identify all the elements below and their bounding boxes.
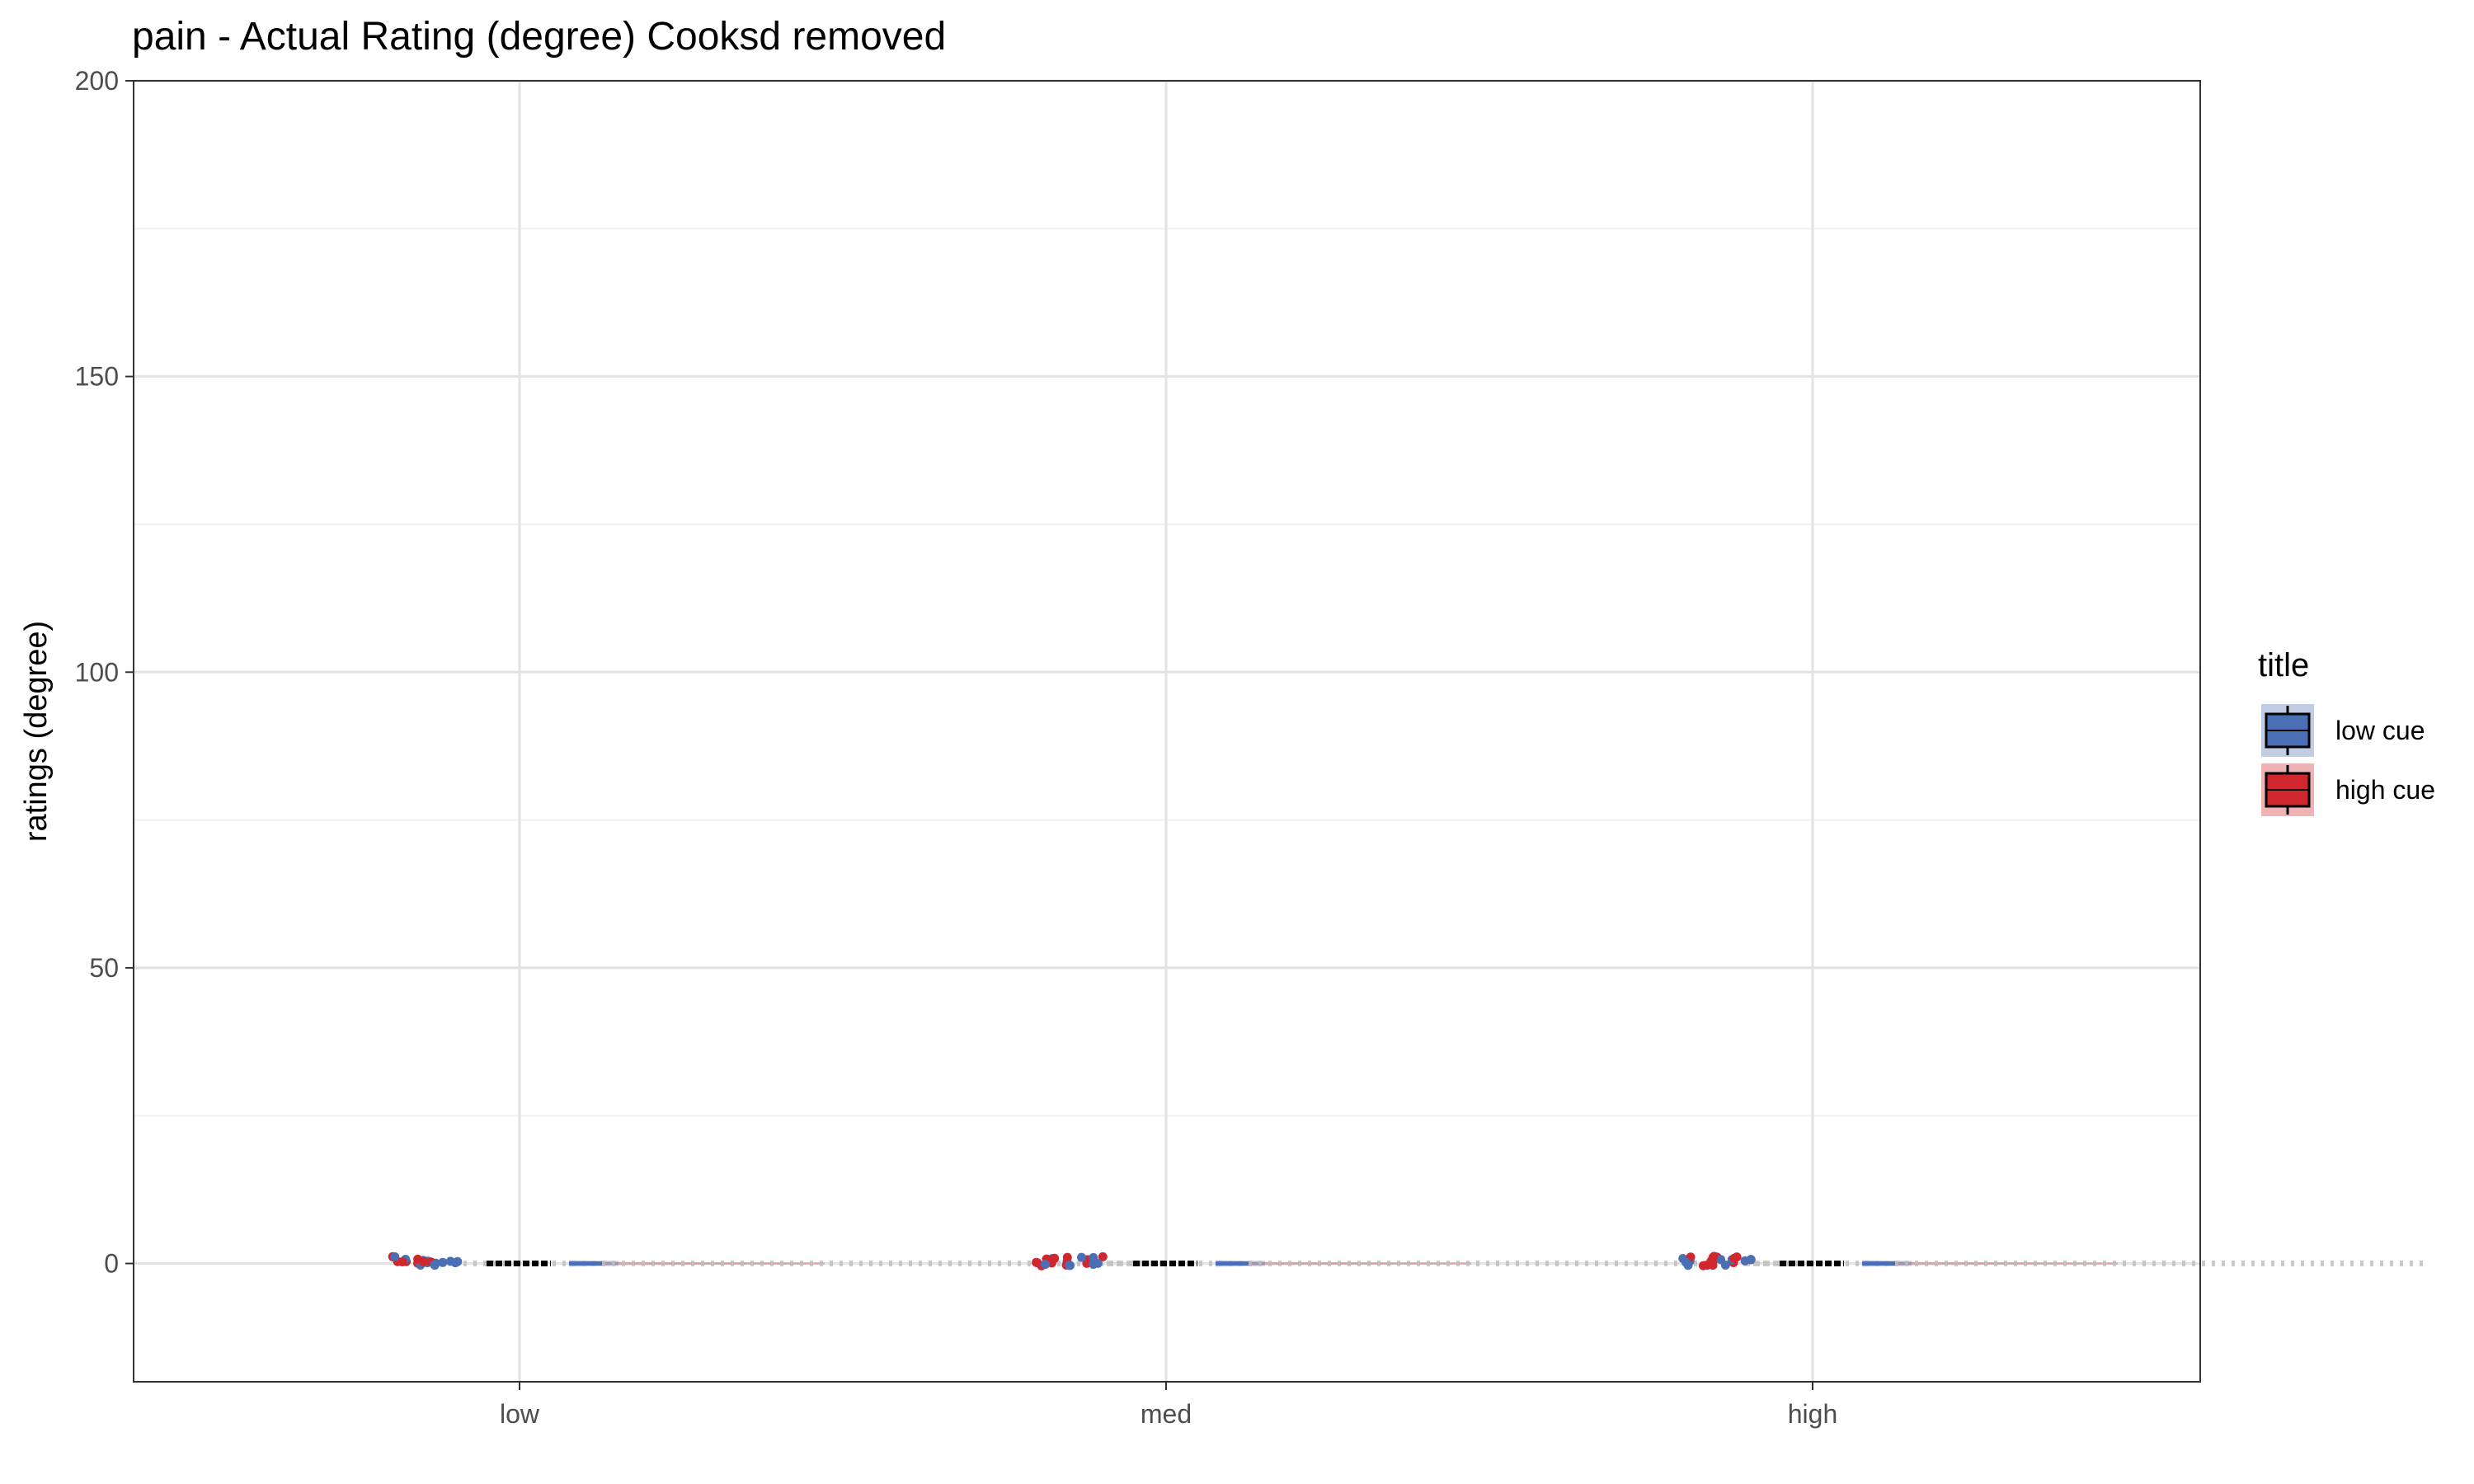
legend-label: high cue (2335, 775, 2435, 805)
subject-point (430, 1260, 440, 1270)
subject-point (438, 1257, 448, 1267)
y-tick-label: 150 (75, 362, 119, 392)
subject-point (1077, 1252, 1086, 1262)
y-tick-label: 200 (75, 66, 119, 96)
x-tick-label: high (1788, 1399, 1838, 1429)
subject-point (419, 1256, 429, 1266)
subject-point (1746, 1255, 1756, 1265)
y-axis: 0 50 100 150 200 (75, 66, 134, 1279)
subject-point (1681, 1257, 1691, 1267)
subject-point (1729, 1253, 1739, 1263)
legend-label: low cue (2335, 716, 2425, 745)
legend-key-high-cue: high cue (2261, 763, 2435, 816)
subject-point (1041, 1260, 1050, 1270)
y-tick-label: 0 (104, 1249, 119, 1279)
legend: title low cue high cue (2258, 647, 2435, 816)
condition-group-low (388, 1252, 1130, 1270)
legend-key-low-cue: low cue (2261, 704, 2425, 757)
subject-point (1065, 1261, 1075, 1270)
condition-group-high (1678, 1252, 2423, 1270)
subject-point (1098, 1252, 1108, 1261)
x-tick-label: low (500, 1399, 540, 1429)
legend-title: title (2258, 647, 2309, 683)
y-tick-label: 50 (89, 953, 119, 983)
condition-group-med (1032, 1252, 1776, 1270)
subject-point (1699, 1261, 1708, 1270)
subject-point (1089, 1252, 1098, 1262)
chart-title: pain - Actual Rating (degree) Cooksd rem… (132, 15, 946, 59)
y-tick-label: 100 (75, 657, 119, 687)
subject-point (397, 1257, 407, 1266)
subject-point (390, 1252, 400, 1261)
subject-point (450, 1258, 460, 1268)
data-layer (388, 1252, 2423, 1270)
subject-point (1708, 1261, 1718, 1270)
subject-point (1716, 1255, 1726, 1265)
subject-point (1062, 1252, 1072, 1262)
subject-point (1089, 1260, 1098, 1269)
x-axis: low med high (500, 1382, 1837, 1429)
y-axis-label: ratings (degree) (19, 621, 54, 842)
subject-point (1708, 1252, 1718, 1262)
x-tick-label: med (1141, 1399, 1192, 1429)
grid-layer (134, 79, 2200, 1382)
